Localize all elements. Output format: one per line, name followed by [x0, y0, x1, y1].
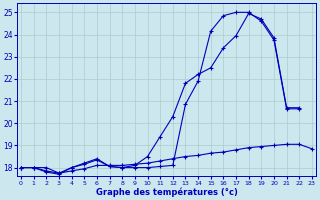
X-axis label: Graphe des températures (°c): Graphe des températures (°c)	[96, 187, 237, 197]
